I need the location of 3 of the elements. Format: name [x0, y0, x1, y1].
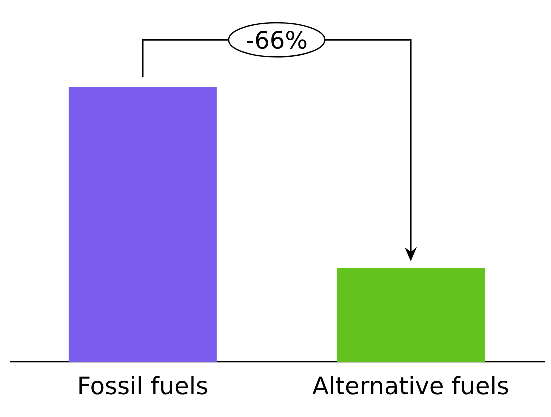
x-tick-label: Fossil fuels: [80, 376, 208, 395]
x-tick-label: Alternative fuels: [312, 376, 508, 395]
text: -66%: [247, 31, 307, 50]
